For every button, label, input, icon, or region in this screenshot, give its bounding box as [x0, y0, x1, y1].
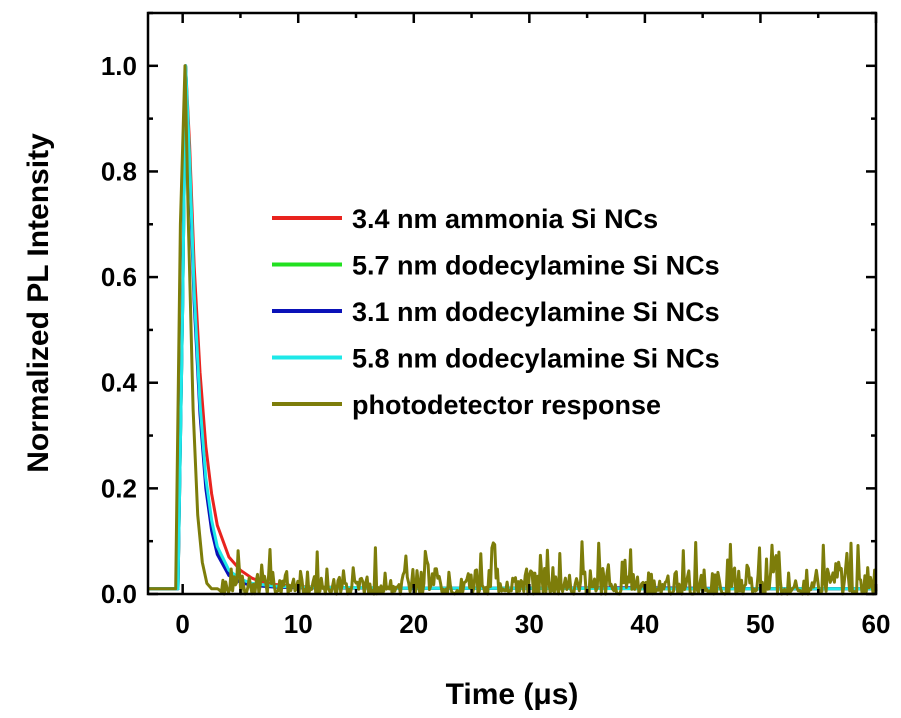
x-tick-label: 50 [746, 609, 775, 639]
y-tick-label: 0.4 [101, 368, 138, 398]
legend-label: 5.7 nm dodecylamine Si NCs [352, 251, 720, 281]
x-tick-label: 30 [515, 609, 544, 639]
legend-label: photodetector response [352, 390, 661, 420]
x-tick-labels: 0 10 20 30 40 50 60 [175, 609, 890, 639]
x-tick-label: 60 [862, 609, 891, 639]
series-line-2 [148, 64, 876, 591]
y-tick-label: 1.0 [101, 51, 137, 81]
y-tick-labels: 0.0 0.2 0.4 0.6 0.8 1.0 [101, 51, 138, 609]
series-line-5 [148, 64, 878, 596]
x-tick-label: 10 [284, 609, 313, 639]
series-line-4 [148, 64, 876, 591]
legend-label: 3.4 nm ammonia Si NCs [352, 204, 658, 234]
plot-curves [148, 64, 878, 596]
y-tick-label: 0.8 [101, 156, 137, 186]
x-tick-label: 0 [175, 609, 189, 639]
series-line-3 [148, 64, 876, 591]
y-tick-label: 0.0 [101, 579, 137, 609]
y-tick-label: 0.6 [101, 262, 137, 292]
x-tick-label: 20 [399, 609, 428, 639]
x-tick-label: 40 [630, 609, 659, 639]
x-axis-title: Time (μs) [446, 678, 579, 711]
legend-label: 3.1 nm dodecylamine Si NCs [352, 297, 720, 327]
y-axis-title: Normalized PL Intensity [22, 133, 55, 473]
y-tick-label: 0.2 [101, 473, 137, 503]
plot-frame [146, 11, 878, 596]
axis-ticks [148, 11, 878, 596]
series-line-1 [148, 64, 876, 591]
legend: 3.4 nm ammonia Si NCs 5.7 nm dodecylamine… [272, 204, 720, 420]
legend-label: 5.8 nm dodecylamine Si NCs [352, 344, 720, 374]
